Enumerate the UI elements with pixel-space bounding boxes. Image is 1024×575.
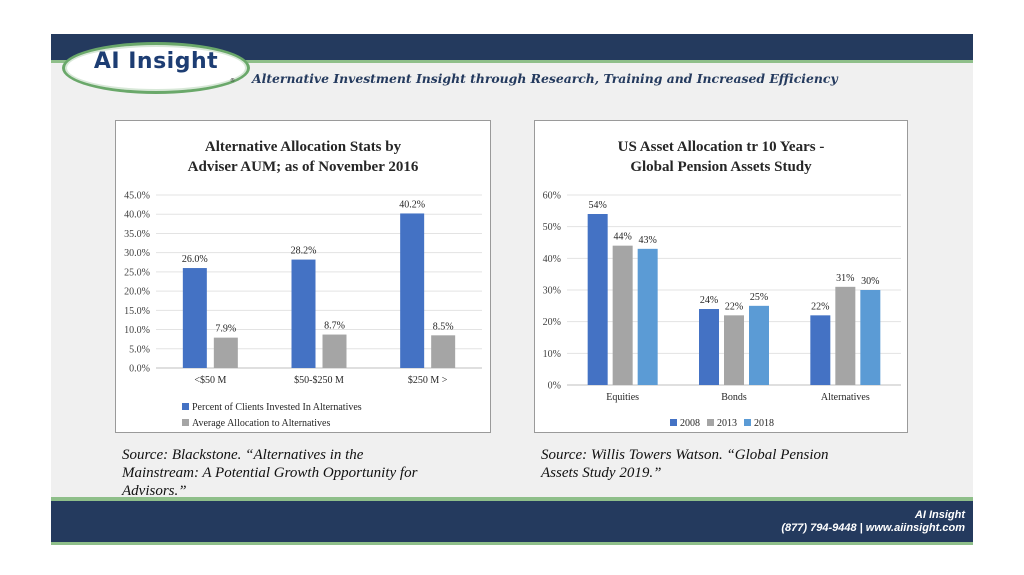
data-label: 43%: [638, 235, 656, 246]
bar: [400, 213, 425, 368]
logo-registered-mark: ®: [230, 78, 235, 84]
footer-contact: (877) 794-9448 | www.aiinsight.com: [781, 522, 965, 534]
source-line: Source: Willis Towers Watson. “Global Pe…: [541, 447, 829, 463]
chart-title-line-2: Adviser AUM; as of November 2016: [187, 159, 419, 175]
x-tick-label: Equities: [606, 392, 639, 403]
y-tick-label: 40.0%: [124, 210, 150, 221]
y-tick-label: 0.0%: [129, 364, 150, 375]
y-tick-label: 5.0%: [129, 344, 150, 355]
bar: [587, 214, 608, 385]
source-line: Source: Blackstone. “Alternatives in the: [122, 447, 364, 463]
source-line: Assets Study 2019.”: [541, 465, 662, 481]
legend-swatch: [744, 419, 751, 426]
source-line: Advisors.”: [122, 483, 187, 499]
chart-title-line-1: Alternative Allocation Stats by: [204, 139, 402, 155]
chart-panel-adviser-aum: Alternative Allocation Stats by Adviser …: [115, 120, 491, 433]
bar-chart-adviser-aum: 0.0% 5.0% 10.0% 15.0% 20.0% 25.0% 30.0% 35.0% 40…: [124, 191, 482, 429]
y-tick-label: 20%: [543, 317, 561, 328]
y-tick-label: 10%: [543, 349, 561, 360]
chart-title: Alternative Allocation Stats by Adviser …: [116, 137, 490, 177]
logo-text: AI Insight: [93, 49, 219, 74]
bar: [637, 248, 658, 385]
x-tick-label: $250 M >: [408, 375, 448, 386]
legend-label: Percent of Clients Invested In Alternati…: [192, 402, 362, 413]
bar: [612, 245, 633, 385]
bar: [749, 305, 769, 385]
data-label: 8.5%: [433, 321, 454, 332]
x-tick-label: $50-$250 M: [294, 375, 344, 386]
bar: [182, 268, 207, 368]
y-tick-label: 30.0%: [124, 248, 150, 259]
legend-label: 2013: [717, 418, 737, 429]
y-tick-label: 60%: [543, 191, 561, 202]
x-tick-label: <$50 M: [194, 375, 226, 386]
footer-bottom-line: [51, 542, 973, 545]
legend-swatch: [707, 419, 714, 426]
data-label: 44%: [613, 232, 631, 243]
y-tick-label: 30%: [543, 286, 561, 297]
source-note-right: Source: Willis Towers Watson. “Global Pe…: [541, 446, 829, 482]
y-tick-label: 50%: [543, 222, 561, 233]
y-tick-label: 10.0%: [124, 325, 150, 336]
legend-label: 2008: [680, 418, 700, 429]
source-note-left: Source: Blackstone. “Alternatives in the…: [122, 446, 417, 500]
data-label: 40.2%: [399, 199, 425, 210]
x-tick-label: Bonds: [721, 392, 747, 403]
y-tick-label: 15.0%: [124, 306, 150, 317]
tagline: Alternative Investment Insight through R…: [252, 71, 838, 86]
data-label: 28.2%: [291, 246, 317, 257]
bar: [810, 315, 831, 385]
bar: [291, 259, 316, 368]
data-label: 22%: [811, 301, 829, 312]
bar: [213, 337, 238, 368]
data-label: 25%: [750, 292, 768, 303]
data-label: 8.7%: [324, 321, 345, 332]
y-tick-label: 35.0%: [124, 229, 150, 240]
bar: [699, 309, 719, 385]
legend-label: Average Allocation to Alternatives: [192, 418, 330, 429]
data-label: 54%: [588, 200, 606, 211]
legend-swatch: [182, 403, 189, 410]
legend-swatch: [182, 419, 189, 426]
y-tick-label: 40%: [543, 254, 561, 265]
data-label: 26.0%: [182, 254, 208, 265]
y-tick-label: 25.0%: [124, 267, 150, 278]
bar: [860, 290, 881, 385]
bar: [835, 286, 856, 385]
chart-title: US Asset Allocation tr 10 Years - Global…: [535, 137, 907, 177]
source-line: Mainstream: A Potential Growth Opportuni…: [122, 465, 418, 481]
y-tick-label: 45.0%: [124, 191, 150, 202]
data-label: 24%: [700, 295, 718, 306]
data-label: 7.9%: [215, 324, 236, 335]
chart-title-line-1: US Asset Allocation tr 10 Years -: [617, 139, 825, 155]
y-tick-label: 20.0%: [124, 287, 150, 298]
data-label: 31%: [836, 273, 854, 284]
footer-bar: [51, 501, 973, 542]
footer-company-name: AI Insight: [914, 509, 965, 521]
chart-title-line-2: Global Pension Assets Study: [630, 159, 812, 175]
footer-accent-line: [51, 497, 973, 501]
bar: [724, 315, 744, 385]
data-label: 30%: [861, 276, 879, 287]
legend-label: 2018: [754, 418, 774, 429]
data-label: 22%: [725, 301, 743, 312]
ai-insight-logo: AI Insight: [62, 42, 250, 94]
bar: [431, 335, 456, 368]
y-tick-label: 0%: [548, 381, 561, 392]
legend-swatch: [670, 419, 677, 426]
x-tick-label: Alternatives: [821, 392, 870, 403]
header-accent-line: [51, 60, 973, 63]
bar: [322, 334, 347, 368]
chart-panel-pension-assets: US Asset Allocation tr 10 Years - Global…: [534, 120, 908, 433]
bar-chart-pension-assets: 0% 10% 20% 30% 40% 50% 60% 54% 44% 43% Equities 24%…: [543, 191, 901, 429]
